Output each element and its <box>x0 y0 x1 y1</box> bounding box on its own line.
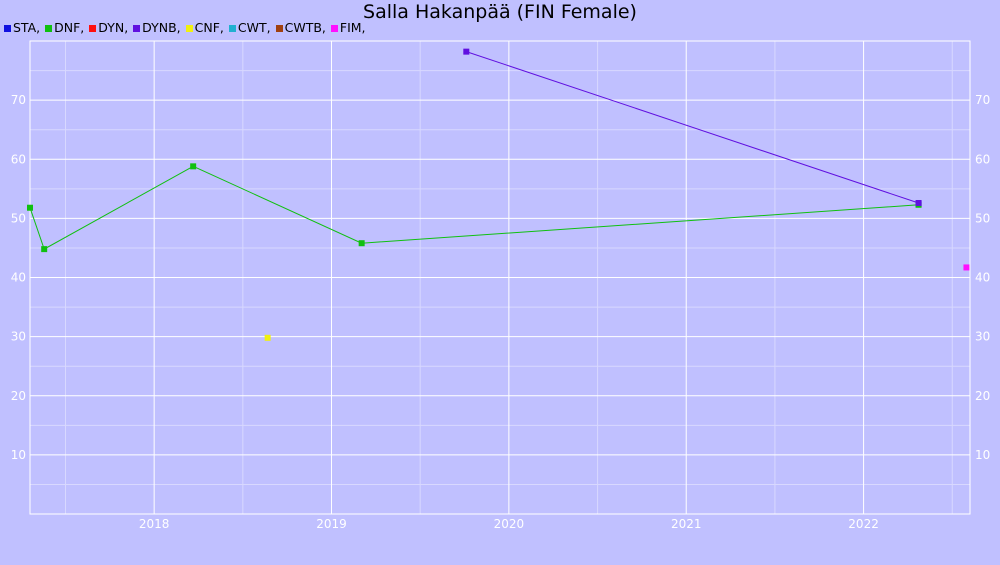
legend-label: FIM, <box>339 20 366 35</box>
legend-swatch <box>89 25 97 32</box>
y-tick-label-right: 60 <box>975 152 990 166</box>
y-tick-label: 10 <box>11 448 26 462</box>
legend-swatch <box>133 25 141 32</box>
legend: STA, DNF, DYN, DYNB, CNF, CWT, CWTB, FIM, <box>4 20 371 35</box>
y-tick-label: 20 <box>11 389 26 403</box>
data-point-dynb <box>463 48 470 55</box>
legend-item: DNF, <box>45 20 84 35</box>
legend-label: CWT, <box>237 20 271 35</box>
x-tick-label: 2018 <box>139 517 170 531</box>
x-tick-label: 2020 <box>494 517 525 531</box>
y-tick-label-right: 40 <box>975 271 990 285</box>
y-tick-label: 70 <box>11 93 26 107</box>
data-point-fim <box>963 264 970 271</box>
legend-swatch <box>228 25 236 32</box>
y-tick-label-right: 70 <box>975 93 990 107</box>
y-tick-label: 60 <box>11 152 26 166</box>
x-tick-label: 2022 <box>848 517 879 531</box>
data-point-dnf <box>358 240 365 247</box>
y-tick-label: 50 <box>11 211 26 225</box>
legend-item: DYNB, <box>133 20 181 35</box>
y-tick-label-right: 10 <box>975 448 990 462</box>
legend-swatch <box>4 25 11 32</box>
legend-item: CNF, <box>185 20 224 35</box>
y-tick-label: 30 <box>11 330 26 344</box>
data-point-dnf <box>27 204 33 211</box>
legend-label: STA, <box>13 20 41 35</box>
y-tick-label: 40 <box>11 271 26 285</box>
series-line-dnf <box>29 165 919 250</box>
y-tick-label-right: 20 <box>975 389 990 403</box>
legend-swatch <box>330 25 338 32</box>
series-line-dynb <box>466 51 919 204</box>
legend-label: CNF, <box>194 20 224 35</box>
y-tick-label-right: 30 <box>975 330 990 344</box>
x-tick-label: 2021 <box>671 517 702 531</box>
legend-item: CWTB, <box>275 20 326 35</box>
legend-label: DNF, <box>54 20 85 35</box>
plot-frame <box>29 40 971 515</box>
data-point-cnf <box>264 334 271 341</box>
x-tick-label: 2019 <box>316 517 347 531</box>
chart-title: Salla Hakanpää (FIN Female) <box>363 1 637 23</box>
legend-label: DYNB, <box>142 20 181 35</box>
legend-item: STA, <box>4 20 40 35</box>
y-tick-label-right: 50 <box>975 211 990 225</box>
legend-item: FIM, <box>330 20 366 35</box>
data-point-dynb <box>915 200 922 207</box>
legend-item: DYN, <box>89 20 128 35</box>
legend-label: CWTB, <box>284 20 326 35</box>
legend-label: DYN, <box>98 20 129 35</box>
legend-swatch <box>45 25 53 32</box>
data-point-dnf <box>41 246 48 253</box>
legend-item: CWT, <box>228 20 271 35</box>
legend-swatch <box>275 25 283 32</box>
legend-swatch <box>185 25 193 32</box>
data-point-dnf <box>190 163 197 170</box>
